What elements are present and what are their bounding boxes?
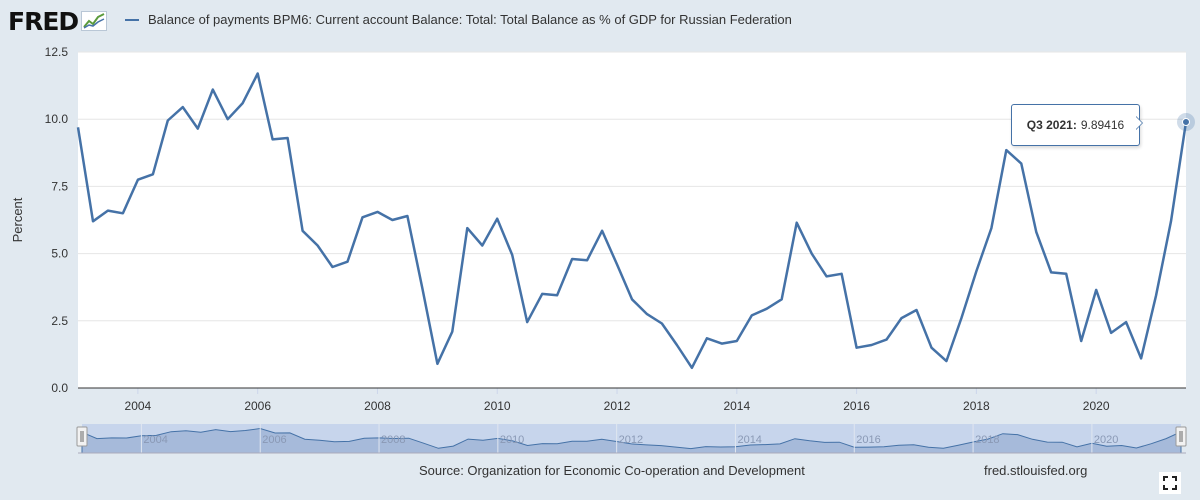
x-tick-label: 2018 [963,399,990,413]
navigator-tick-label: 2016 [856,434,880,446]
fred-logo[interactable]: FRED [8,6,108,36]
tooltip-value: 9.89416 [1080,118,1125,132]
x-tick-label: 2010 [484,399,511,413]
x-tick-label: 2004 [125,399,152,413]
fullscreen-button[interactable] [1159,472,1181,494]
y-tick-label: 5.0 [51,247,68,261]
plot-area[interactable] [78,52,1186,388]
tooltip-label: Q3 2021: [1026,118,1077,132]
legend-label: Balance of payments BPM6: Current accoun… [148,12,792,27]
y-axis-label: Percent [10,197,25,242]
x-tick-label: 2006 [244,399,271,413]
navigator-tick-label: 2004 [143,434,167,446]
y-tick-label: 0.0 [51,381,68,395]
line-graph-icon [81,11,108,31]
navigator[interactable]: 2004 2006 2008 2010 2012 2014 2016 2018 2020 [78,424,1186,454]
navigator-tick-label: 2006 [262,434,286,446]
x-tick-label: 2020 [1083,399,1110,413]
y-tick-label: 7.5 [51,179,68,193]
x-tick-label: 2014 [723,399,750,413]
credit-link[interactable]: fred.stlouisfed.org [984,463,1088,478]
navigator-tick-label: 2010 [500,434,524,446]
fred-logo-text: FRED [8,6,79,36]
navigator-tick-label: 2018 [975,434,999,446]
navigator-tick-label: 2012 [619,434,643,446]
y-tick-label: 10.0 [45,112,69,126]
navigator-tick-label: 2020 [1094,434,1118,446]
y-tick-label: 2.5 [51,314,68,328]
legend-swatch [125,18,139,21]
source-note: Source: Organization for Economic Co-ope… [419,463,805,478]
navigator-tick-label: 2008 [381,434,405,446]
legend[interactable]: Balance of payments BPM6: Current accoun… [125,12,792,27]
y-tick-label: 12.5 [45,45,69,59]
chart-header: FRED Balance of payments BPM6: Current a… [0,0,1200,42]
navigator-tick-label: 2014 [737,434,761,446]
x-tick-label: 2016 [843,399,870,413]
x-tick-label: 2012 [604,399,631,413]
tooltip-arrow-inner [1136,117,1142,129]
fullscreen-icon [1163,476,1177,490]
navigator-left-handle[interactable] [76,426,88,447]
navigator-area [81,427,1182,454]
hover-point[interactable] [1182,118,1190,126]
tooltip: Q3 2021: 9.89416 [1011,104,1140,146]
navigator-right-handle[interactable] [1175,426,1187,447]
series-line[interactable] [76,72,1188,370]
x-tick-label: 2008 [364,399,391,413]
